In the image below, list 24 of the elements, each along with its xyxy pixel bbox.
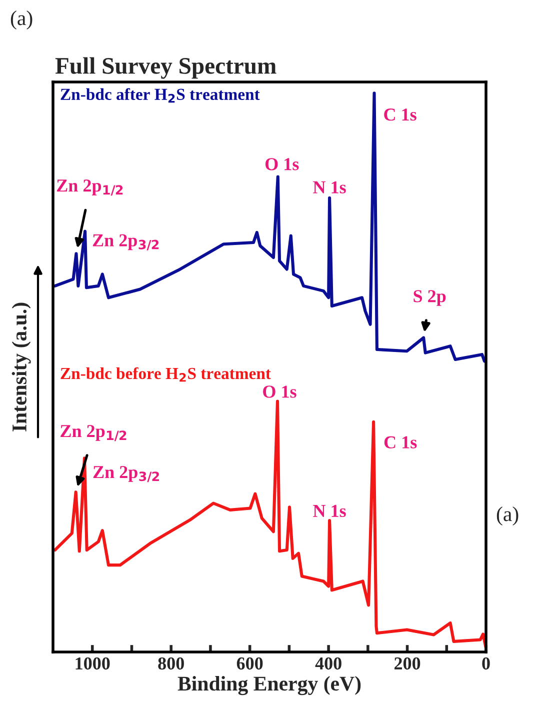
annotation: Zn 2p$_{3/2}$ xyxy=(93,466,159,482)
x-axis-title: Binding Energy (eV) xyxy=(178,676,361,696)
x-tick-label: 800 xyxy=(158,657,184,670)
text: (a) xyxy=(496,506,518,526)
x-tick-label: 600 xyxy=(236,657,263,670)
annotation: N 1s xyxy=(313,181,346,194)
x-tick-label: 1000 xyxy=(76,657,110,670)
annotation: N 1s xyxy=(313,504,346,518)
annotation: C 1s xyxy=(384,436,417,448)
x-tick-label: 400 xyxy=(315,657,342,670)
annotation: C 1s xyxy=(384,108,416,121)
y-axis-title: Intensity (a.u.) xyxy=(12,302,31,432)
annotation: O 1s xyxy=(265,158,299,170)
text: Zn-bdc after H$_{2}$S treatment xyxy=(60,88,260,103)
annotation: Zn 2p$_{1/2}$ xyxy=(56,180,123,196)
annotation: Zn 2p$_{1/2}$ xyxy=(60,425,126,442)
text: (a) xyxy=(10,10,32,30)
chart-title: Full Survey Spectrum xyxy=(55,57,276,79)
annotation: O 1s xyxy=(263,386,296,398)
series-label: Zn-bdc before H$_{2}$S treatment xyxy=(60,367,271,382)
annotation: Zn 2p$_{3/2}$ xyxy=(92,234,159,250)
annotation: S 2p xyxy=(414,290,446,306)
x-tick-label: 200 xyxy=(394,657,420,670)
x-tick-label: 0 xyxy=(482,657,490,670)
